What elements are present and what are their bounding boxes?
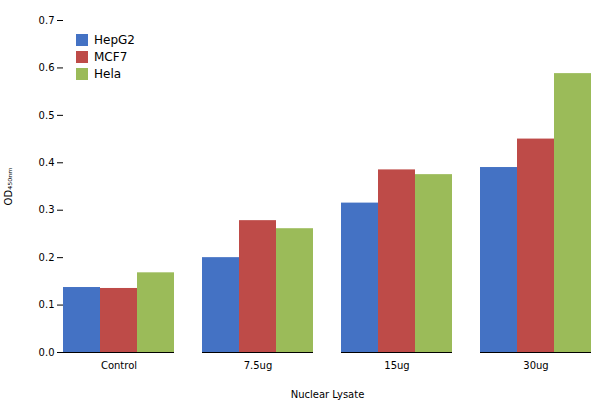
svg-text:0.7: 0.7	[39, 15, 55, 26]
svg-text:0.6: 0.6	[39, 62, 55, 73]
svg-text:0.3: 0.3	[39, 204, 55, 215]
svg-text:0.5: 0.5	[39, 110, 55, 121]
svg-text:0.4: 0.4	[39, 157, 55, 168]
svg-text:0.0: 0.0	[39, 347, 55, 358]
svg-text:Nuclear Lysate: Nuclear Lysate	[291, 389, 365, 400]
svg-text:0.1: 0.1	[39, 299, 55, 310]
svg-text:0.2: 0.2	[39, 252, 55, 263]
html-text:Hela: Hela	[94, 67, 122, 81]
html-text:HepG2: HepG2	[94, 33, 135, 47]
svg-text:7.5ug: 7.5ug	[244, 360, 273, 371]
svg-text:OD₄₅₀ₙₘ: OD₄₅₀ₙₘ	[3, 168, 14, 206]
svg-text:Control: Control	[101, 360, 137, 371]
svg-text:15ug: 15ug	[384, 360, 409, 371]
html-text:MCF7: MCF7	[94, 50, 128, 64]
svg-text:30ug: 30ug	[523, 360, 548, 371]
